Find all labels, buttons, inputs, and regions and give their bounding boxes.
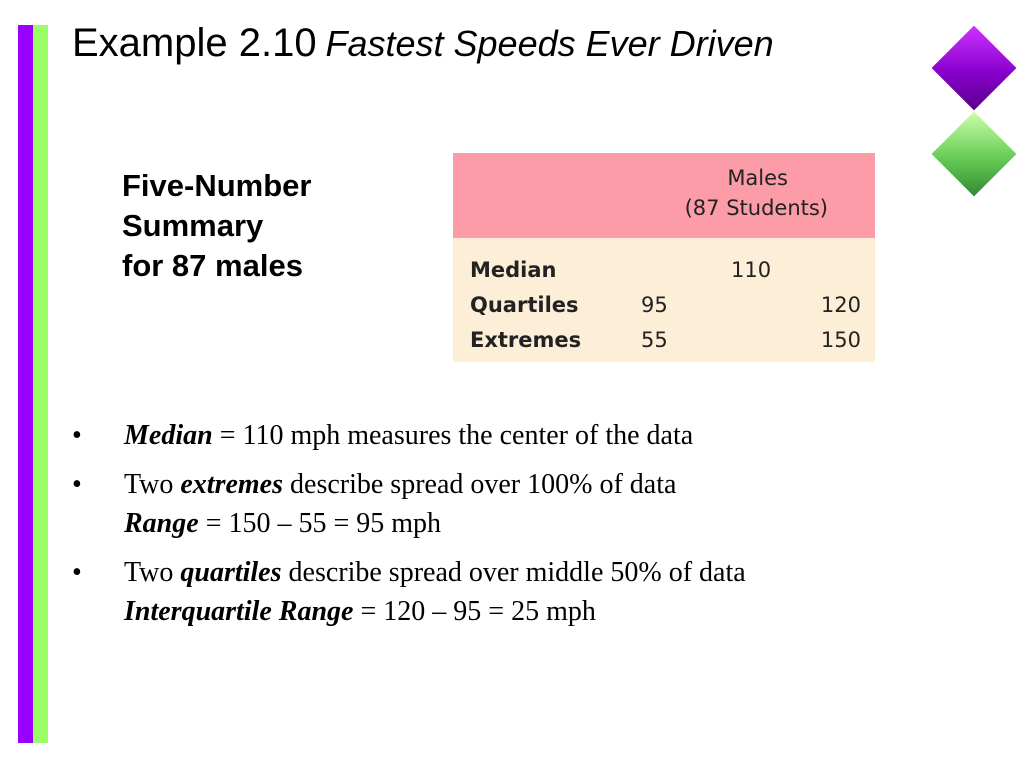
row-value-high: 120 [820, 293, 861, 317]
bullet-dot: • [72, 469, 82, 500]
row-label: Quartiles [470, 293, 579, 317]
row-label: Median [470, 258, 557, 282]
bullet-bold-term: quartiles [180, 557, 282, 588]
title-subtitle: Fastest Speeds Ever Driven [325, 23, 774, 64]
bullet-prefix: Two [124, 557, 181, 588]
bullet-dot: • [72, 420, 82, 451]
table-header-males: Males [727, 166, 788, 190]
table-row-median: Median 110 [453, 252, 875, 288]
bullet-text: describe spread over 100% of data [283, 469, 677, 500]
bullet-median: • Median = 110 mph measures the center o… [72, 416, 972, 455]
table-header: Males (87 Students) [453, 153, 875, 238]
bullet-list: • Median = 110 mph measures the center o… [72, 416, 972, 641]
bullet-line2-term: Range [124, 508, 199, 539]
purple-diamond-icon [931, 25, 1017, 111]
five-number-summary-label: Five-Number Summary for 87 males [122, 166, 311, 286]
green-diamond-icon [931, 111, 1017, 197]
summary-line-3: for 87 males [122, 248, 303, 283]
bullet-bold-term: extremes [180, 469, 284, 500]
bullet-quartiles: • Two quartiles describe spread over mid… [72, 553, 972, 631]
bullet-text: = 110 mph measures the center of the dat… [212, 420, 694, 451]
bullet-text: describe spread over middle 50% of data [281, 557, 746, 588]
bullet-bold-term: Median [124, 420, 213, 451]
row-value-median: 110 [731, 258, 772, 282]
row-label: Extremes [470, 328, 582, 352]
summary-line-2: Summary [122, 208, 264, 243]
bullet-line2-term: Interquartile Range [124, 596, 354, 627]
bullet-line2-text: = 120 – 95 = 25 mph [353, 596, 596, 627]
table-row-extremes: Extremes 55 150 [453, 322, 875, 358]
bullet-line2-text: = 150 – 55 = 95 mph [198, 508, 442, 539]
bullet-prefix: Two [124, 469, 181, 500]
row-value-low: 55 [641, 328, 668, 352]
title-main: Example 2.10 [72, 21, 317, 65]
row-value-low: 95 [641, 293, 668, 317]
row-value-high: 150 [820, 328, 861, 352]
bullet-extremes: • Two extremes describe spread over 100%… [72, 465, 972, 543]
table-body: Median 110 Quartiles 95 120 Extremes 55 … [453, 238, 875, 362]
table-row-quartiles: Quartiles 95 120 [453, 287, 875, 323]
left-accent-bar-purple [18, 25, 33, 743]
table-header-count: (87 Students) [684, 196, 828, 220]
slide-title: Example 2.10 Fastest Speeds Ever Driven [72, 22, 892, 73]
bullet-dot: • [72, 557, 82, 588]
summary-line-1: Five-Number [122, 168, 312, 203]
five-number-summary-table: Males (87 Students) Median 110 Quartiles… [453, 153, 875, 362]
left-accent-bar-green [33, 25, 48, 743]
